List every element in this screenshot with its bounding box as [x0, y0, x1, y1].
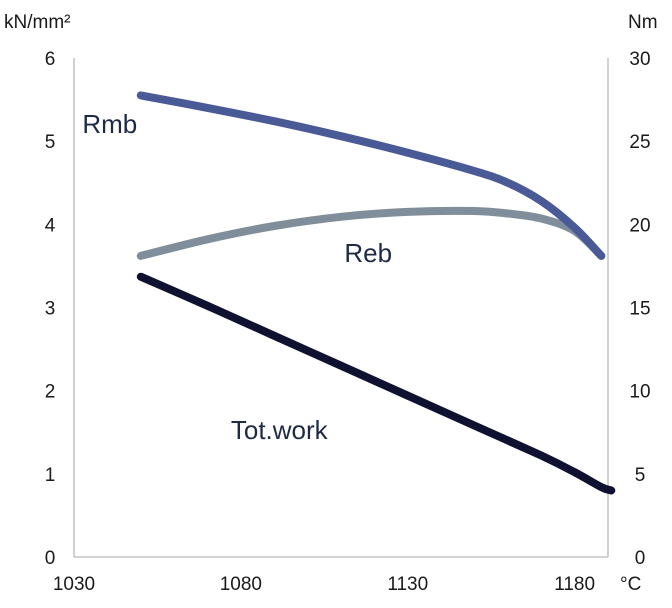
series-label-reb: Reb: [344, 238, 392, 268]
series-label-rmb: Rmb: [82, 109, 137, 139]
y-left-tick-label: 1: [45, 465, 56, 486]
series-labels-layer: Rmb Reb Tot.work: [82, 109, 392, 445]
y-right-tick-label: 0: [635, 548, 646, 569]
series-layer: [136, 91, 616, 495]
series-line-tot-work: [136, 272, 616, 495]
series-line-rmb: [136, 91, 606, 260]
y-right-tick-label: 10: [629, 382, 650, 403]
x-tick-label: 1080: [220, 574, 262, 595]
y-left-tick-label: 5: [45, 132, 56, 153]
series-line-reb: [136, 206, 606, 260]
y-right-tick-label: 15: [629, 299, 650, 320]
ticks-layer: 0 1 2 3 4 5 6 0 5 10 15 20 25 30 1030 1080 1130 1180: [45, 49, 651, 595]
y-left-tick-label: 6: [45, 49, 56, 70]
y-right-tick-label: 30: [629, 49, 650, 70]
y-left-tick-label: 4: [45, 215, 56, 236]
left-unit-label: kN/mm²: [4, 12, 70, 33]
x-tick-label: 1030: [53, 574, 95, 595]
series-label-tot-work: Tot.work: [231, 415, 329, 445]
x-tick-label: 1130: [387, 574, 428, 595]
axes-layer: [73, 58, 609, 558]
y-right-tick-label: 25: [629, 132, 650, 153]
y-left-tick-label: 2: [45, 382, 56, 403]
right-unit-label: Nm: [628, 12, 658, 33]
x-unit-label: °C: [620, 574, 641, 595]
x-tick-label: 1180: [554, 574, 595, 595]
y-right-tick-label: 5: [635, 465, 646, 486]
y-left-tick-label: 3: [45, 299, 56, 320]
y-right-tick-label: 20: [629, 215, 650, 236]
y-left-tick-label: 0: [45, 548, 56, 569]
